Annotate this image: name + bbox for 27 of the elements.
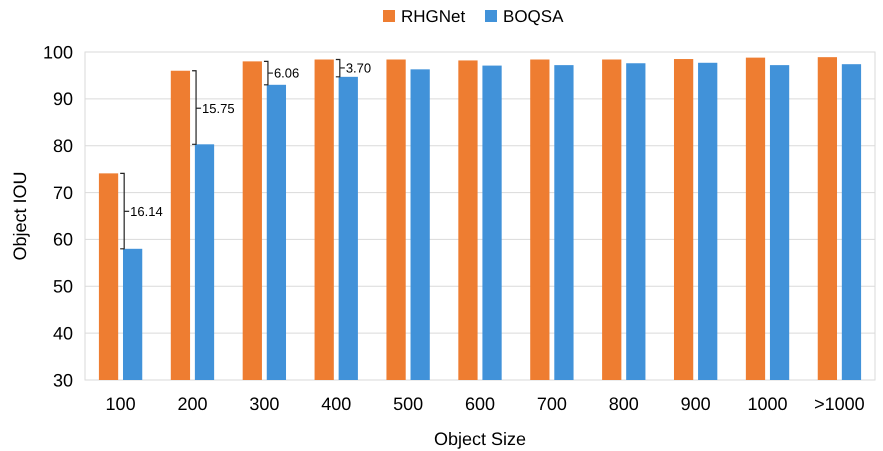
annotation: 6.06 bbox=[274, 66, 300, 81]
x-tick-label: 700 bbox=[536, 394, 567, 414]
x-axis-title: Object Size bbox=[434, 429, 526, 449]
x-tick-label: 400 bbox=[321, 394, 352, 414]
x-tick-label: 600 bbox=[464, 394, 496, 414]
y-tick-label: 100 bbox=[42, 42, 73, 62]
y-tick-label: 90 bbox=[52, 89, 73, 110]
y-tick-label: 60 bbox=[52, 230, 73, 250]
x-tick-label: 100 bbox=[106, 394, 136, 414]
annotation: 16.14 bbox=[130, 204, 163, 219]
y-tick-label: 50 bbox=[52, 276, 73, 297]
x-tick-label: >1000 bbox=[814, 394, 865, 414]
y-tick-label: 30 bbox=[52, 370, 73, 390]
x-tick-label: 500 bbox=[393, 394, 424, 414]
y-axis-title: Object IOU bbox=[10, 171, 30, 261]
x-tick-label: 1000 bbox=[748, 394, 788, 414]
legend-label: BOQSA bbox=[503, 6, 564, 26]
x-tick-label: 300 bbox=[249, 394, 280, 414]
x-tick-label: 900 bbox=[680, 394, 711, 414]
annotation: 15.75 bbox=[202, 100, 235, 116]
annotation: 3.70 bbox=[346, 60, 372, 76]
y-tick-label: 80 bbox=[52, 136, 73, 156]
x-tick-label: 800 bbox=[608, 394, 639, 414]
y-tick-label: 40 bbox=[52, 323, 73, 344]
y-tick-label: 70 bbox=[52, 182, 73, 203]
legend-label: RHGNet bbox=[401, 6, 466, 26]
x-tick-label: 200 bbox=[177, 394, 208, 414]
